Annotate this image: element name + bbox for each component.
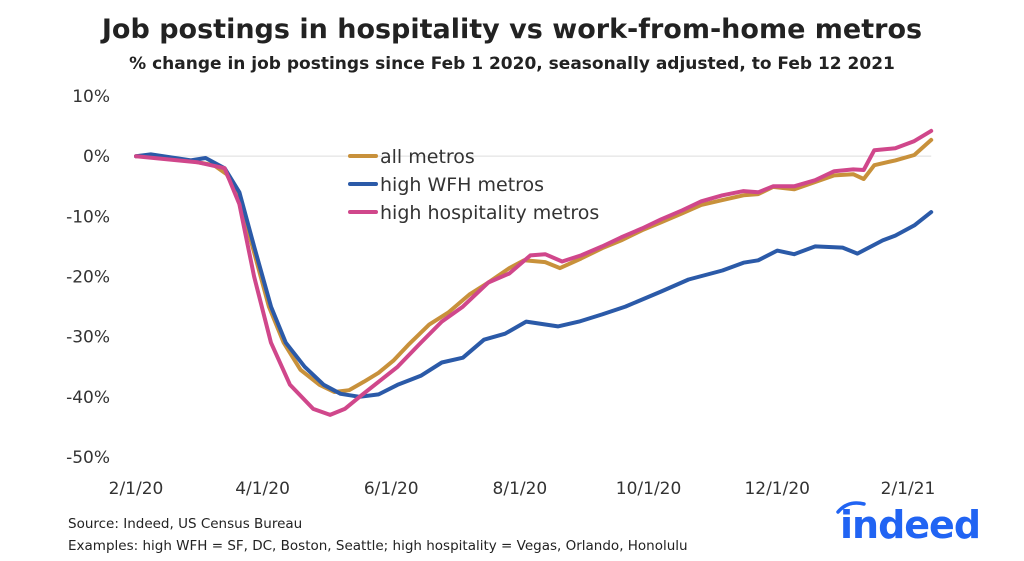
x-tick-label: 12/1/20 xyxy=(744,479,810,499)
y-tick-label: -40% xyxy=(66,388,110,408)
x-tick-label: 2/1/21 xyxy=(881,479,936,499)
svg-text:indeed: indeed xyxy=(840,503,980,546)
y-tick-label: 0% xyxy=(83,147,110,167)
examples-note: Examples: high WFH = SF, DC, Boston, Sea… xyxy=(68,538,688,554)
y-tick-label: -10% xyxy=(66,207,110,227)
y-tick-label: -50% xyxy=(66,448,110,468)
series-line-1 xyxy=(134,152,934,399)
y-tick-label: 10% xyxy=(72,87,110,107)
chart-subtitle: % change in job postings since Feb 1 202… xyxy=(129,54,895,74)
series-line-2 xyxy=(134,128,934,417)
source-note: Source: Indeed, US Census Bureau xyxy=(68,516,303,532)
x-tick-label: 10/1/20 xyxy=(616,479,682,499)
indeed-logo: indeed xyxy=(834,498,984,550)
chart-title: Job postings in hospitality vs work-from… xyxy=(101,14,923,45)
x-tick-label: 4/1/20 xyxy=(235,479,290,499)
y-tick-label: -20% xyxy=(66,268,110,288)
y-tick-label: -30% xyxy=(66,328,110,348)
x-tick-label: 8/1/20 xyxy=(493,479,548,499)
legend-label: all metros xyxy=(380,146,475,168)
indeed-logo-graphic: indeed xyxy=(836,501,981,547)
x-tick-label: 6/1/20 xyxy=(364,479,419,499)
x-tick-label: 2/1/20 xyxy=(109,479,164,499)
legend-label: high WFH metros xyxy=(380,174,544,196)
legend-label: high hospitality metros xyxy=(380,202,599,224)
